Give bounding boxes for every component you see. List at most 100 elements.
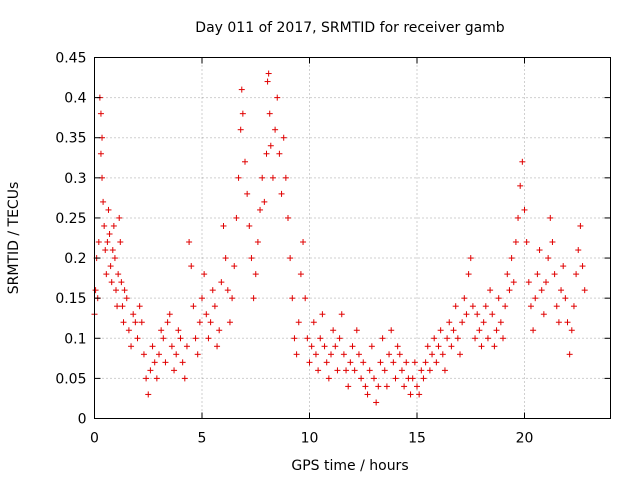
y-axis-label: SRMTID / TECUs: [6, 182, 22, 295]
data-point: [118, 279, 125, 286]
data-point: [233, 214, 240, 221]
data-point: [538, 287, 545, 294]
data-point: [491, 343, 498, 350]
data-point: [351, 367, 358, 374]
data-point: [261, 198, 268, 205]
data-point: [214, 343, 221, 350]
grid-lines: [94, 57, 611, 419]
data-point: [220, 222, 227, 229]
data-point: [349, 343, 356, 350]
data-point: [336, 335, 343, 342]
data-point: [564, 319, 571, 326]
data-point: [338, 311, 345, 318]
data-point: [562, 295, 569, 302]
x-axis-label: GPS time / hours: [291, 458, 408, 474]
data-point: [171, 367, 178, 374]
data-point: [366, 367, 373, 374]
data-point: [104, 239, 111, 246]
data-point: [130, 311, 137, 318]
data-point: [422, 359, 429, 366]
data-point: [297, 271, 304, 278]
data-point: [553, 303, 560, 310]
data-point: [114, 303, 121, 310]
data-point: [128, 343, 135, 350]
data-point: [373, 399, 380, 406]
data-point: [231, 263, 238, 270]
data-point: [143, 375, 150, 382]
x-tick-label: 20: [516, 431, 534, 447]
data-point: [269, 174, 276, 181]
data-point: [532, 295, 539, 302]
y-tick-label: 0.1: [64, 331, 86, 347]
data-point: [280, 134, 287, 141]
data-point: [107, 263, 114, 270]
data-point: [416, 391, 423, 398]
data-point: [325, 375, 332, 382]
data-point: [469, 303, 476, 310]
data-point: [489, 311, 496, 318]
data-point: [381, 367, 388, 374]
data-point: [158, 327, 165, 334]
data-point: [519, 158, 526, 165]
data-point: [109, 247, 116, 254]
data-point: [115, 271, 122, 278]
data-point: [132, 319, 139, 326]
data-point: [424, 343, 431, 350]
data-point: [566, 351, 573, 358]
data-point: [120, 319, 127, 326]
data-point: [353, 327, 360, 334]
data-point: [375, 383, 382, 390]
data-point: [257, 206, 264, 213]
data-point: [162, 359, 169, 366]
data-point: [276, 150, 283, 157]
data-point: [340, 351, 347, 358]
data-point: [461, 295, 468, 302]
data-point: [506, 287, 513, 294]
data-point: [263, 150, 270, 157]
data-point: [282, 174, 289, 181]
data-point: [383, 383, 390, 390]
data-point: [117, 239, 124, 246]
data-point: [493, 327, 500, 334]
data-point: [379, 335, 386, 342]
data-point: [105, 206, 112, 213]
data-point: [138, 319, 145, 326]
data-point: [362, 383, 369, 390]
data-point: [116, 214, 123, 221]
data-point: [140, 351, 147, 358]
data-point: [224, 287, 231, 294]
data-point: [555, 319, 562, 326]
data-point: [293, 351, 300, 358]
data-point: [414, 383, 420, 390]
data-point: [426, 367, 433, 374]
data-point: [530, 327, 537, 334]
data-point: [371, 375, 377, 382]
data-point: [205, 335, 212, 342]
data-point: [521, 206, 528, 213]
data-point: [523, 239, 530, 246]
data-point: [547, 214, 554, 221]
data-point: [504, 271, 511, 278]
tick-labels: 0 0.05 0.1 0.15 0.2 0.25 0.3 0.35 0.4 0.45 0 5 10 15 2…: [55, 51, 533, 447]
data-point: [203, 311, 210, 318]
data-point: [97, 110, 104, 117]
data-point: [543, 279, 549, 286]
data-point: [452, 303, 459, 310]
x-tick-label: 15: [408, 431, 426, 447]
data-point: [123, 295, 130, 302]
data-point: [173, 351, 180, 358]
data-point: [317, 335, 324, 342]
data-point: [222, 255, 229, 262]
data-point: [508, 255, 515, 262]
data-point: [467, 255, 474, 262]
data-point: [343, 367, 350, 374]
data-point: [242, 158, 248, 165]
y-tick-label: 0.2: [64, 251, 86, 267]
x-tick-label: 0: [90, 431, 99, 447]
data-point: [411, 359, 418, 366]
data-point: [266, 110, 273, 117]
data-point: [265, 70, 272, 77]
data-point: [444, 335, 451, 342]
data-point: [136, 303, 143, 310]
